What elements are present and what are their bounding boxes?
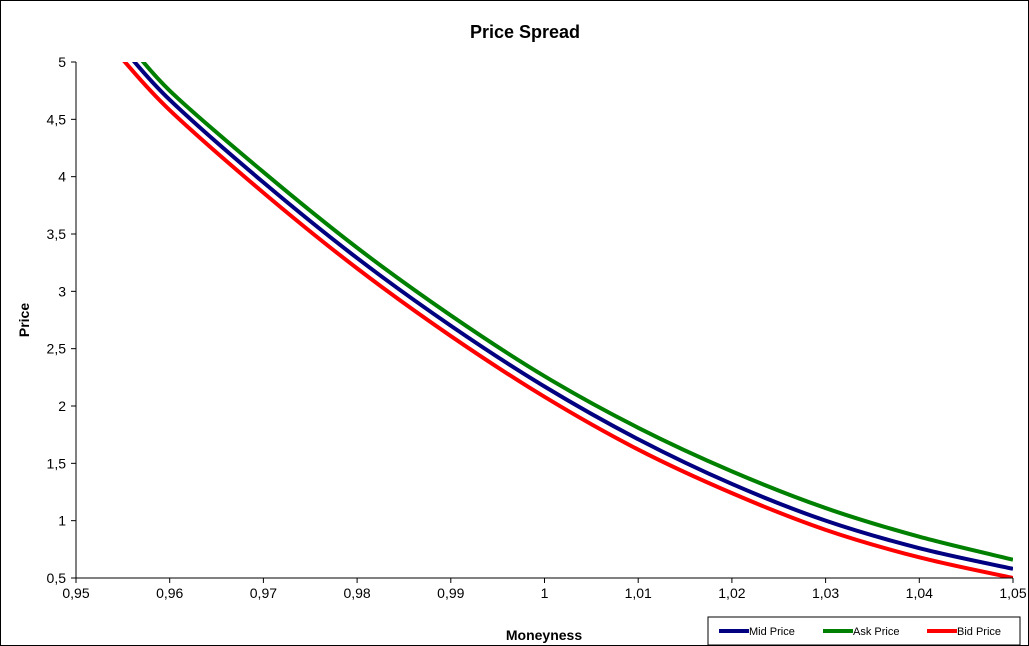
x-tick-label: 1 — [541, 585, 549, 601]
plot-area — [76, 62, 1013, 578]
legend-label: Mid Price — [749, 626, 795, 638]
x-tick-label: 0,95 — [62, 585, 89, 601]
x-tick-label: 0,96 — [156, 585, 183, 601]
x-tick-label: 0,98 — [343, 585, 370, 601]
x-tick-label: 0,97 — [250, 585, 277, 601]
series-group — [122, 62, 1013, 578]
y-tick-label: 3 — [58, 283, 66, 299]
chart-title: Price Spread — [470, 22, 580, 42]
legend-label: Ask Price — [853, 626, 899, 638]
legend-box — [707, 616, 1021, 646]
y-tick-label: 1,5 — [47, 455, 67, 471]
ticks-group: 0,95 0,96 0,97 0,98 0,99 1 1,01 1,02 1,03 1,04 1,0… — [47, 54, 1027, 601]
x-tick-label: 0,99 — [437, 585, 464, 601]
y-tick-label: 2 — [58, 398, 66, 414]
legend: Mid Price Ask Price Bid Price — [707, 616, 1021, 646]
x-axis-label: Moneyness — [506, 627, 582, 643]
legend-label: Bid Price — [957, 626, 1001, 638]
y-tick-label: 4,5 — [47, 111, 67, 127]
series-line-bid-price — [122, 62, 1013, 578]
x-tick-label: 1,04 — [906, 585, 933, 601]
x-tick-label: 1,02 — [718, 585, 745, 601]
y-tick-label: 0,5 — [47, 570, 67, 586]
y-tick-label: 3,5 — [47, 226, 67, 242]
x-tick-label: 1,01 — [625, 585, 652, 601]
series-line-mid-price — [131, 62, 1013, 571]
y-tick-label: 4 — [58, 169, 66, 185]
x-tick-label: 1,05 — [999, 585, 1026, 601]
y-tick-label: 2,5 — [47, 341, 67, 357]
y-axis-label: Price — [16, 303, 32, 337]
series-line-ask-price — [140, 62, 1013, 562]
x-tick-label: 1,03 — [812, 585, 839, 601]
y-tick-label: 5 — [58, 54, 66, 70]
y-tick-label: 1 — [58, 513, 66, 529]
